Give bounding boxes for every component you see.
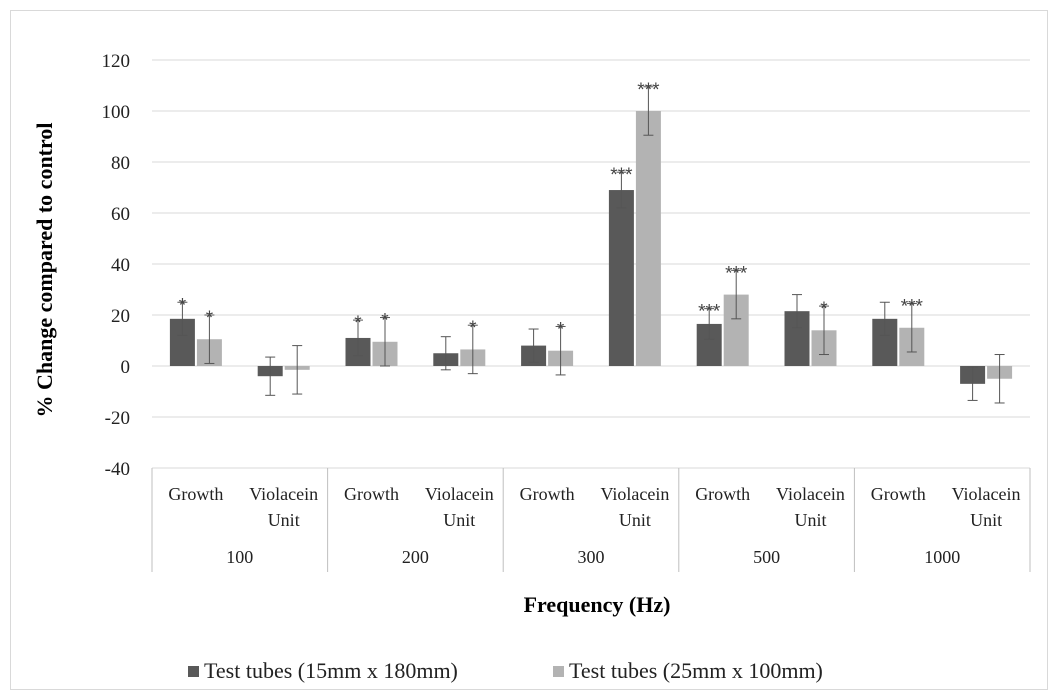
significance-marker: *** bbox=[610, 165, 633, 186]
y-tick-label: -20 bbox=[105, 408, 130, 429]
x-category-label-line: Violacein bbox=[600, 484, 669, 504]
x-category-label-line: Unit bbox=[268, 510, 300, 530]
x-category-label: Growth bbox=[871, 484, 926, 504]
significance-marker: * bbox=[469, 318, 477, 339]
significance-marker: *** bbox=[637, 80, 660, 101]
x-category-label: Violacein Unit bbox=[776, 484, 845, 530]
grid-lines bbox=[152, 59, 1030, 469]
y-axis-title: % Change compared to control bbox=[32, 123, 57, 418]
x-category-label-line: Violacein bbox=[952, 484, 1021, 504]
significance-marker: *** bbox=[725, 263, 748, 284]
significance-marker: * bbox=[820, 299, 828, 320]
legend-swatch bbox=[188, 666, 199, 677]
x-category-label: Growth bbox=[168, 484, 223, 504]
bar bbox=[608, 190, 634, 366]
x-category-label-line: Violacein bbox=[425, 484, 494, 504]
significance-marker: *** bbox=[901, 297, 924, 318]
x-category-label-line: Violacein bbox=[249, 484, 318, 504]
x-group-label: 1000 bbox=[924, 547, 960, 567]
y-tick-label: 80 bbox=[111, 153, 130, 174]
legend-swatch bbox=[553, 666, 564, 677]
x-category-label-line: Unit bbox=[619, 510, 651, 530]
x-category-label-line: Unit bbox=[794, 510, 826, 530]
significance-marker: *** bbox=[698, 302, 721, 323]
x-category-label-line: Violacein bbox=[776, 484, 845, 504]
x-category-label: Violacein Unit bbox=[952, 484, 1021, 530]
significance-markers: ********* * * ******** *** bbox=[179, 80, 924, 341]
significance-marker: * bbox=[557, 319, 565, 340]
x-category-label: Violacein Unit bbox=[425, 484, 494, 530]
x-category-label: Growth bbox=[520, 484, 575, 504]
y-tick-label: 120 bbox=[102, 51, 131, 72]
x-category-label: Growth bbox=[344, 484, 399, 504]
legend: Test tubes (15mm x 180mm) Test tubes (25m… bbox=[188, 658, 823, 683]
significance-marker: * bbox=[354, 313, 362, 334]
x-group-label: 500 bbox=[753, 547, 780, 567]
y-tick-labels: 120 100 80 60 40 20 0 -20 -40 bbox=[102, 51, 131, 480]
y-tick-label: -40 bbox=[105, 459, 130, 480]
y-tick-label: 0 bbox=[121, 357, 131, 378]
significance-marker: * bbox=[206, 308, 214, 329]
x-category-label: Violacein Unit bbox=[249, 484, 318, 530]
x-axis-title: Frequency (Hz) bbox=[524, 592, 671, 617]
x-category-label-line: Unit bbox=[970, 510, 1002, 530]
x-group-label: 300 bbox=[578, 547, 605, 567]
bar bbox=[635, 111, 661, 366]
significance-marker: * bbox=[381, 311, 389, 332]
error-bars bbox=[177, 86, 1005, 404]
bars bbox=[169, 111, 1013, 384]
y-tick-label: 20 bbox=[111, 306, 130, 327]
legend-label: Test tubes (15mm x 180mm) bbox=[204, 658, 458, 683]
x-group-label: 100 bbox=[226, 547, 253, 567]
significance-marker: * bbox=[179, 295, 187, 316]
legend-label: Test tubes (25mm x 100mm) bbox=[569, 658, 823, 683]
x-category-label: Violacein Unit bbox=[600, 484, 669, 530]
x-category-label: Growth bbox=[695, 484, 750, 504]
y-tick-label: 40 bbox=[111, 255, 130, 276]
y-tick-label: 100 bbox=[102, 102, 131, 123]
x-group-label: 200 bbox=[402, 547, 429, 567]
x-axis: Growth Violacein Unit 100 Growth Violacein Uni… bbox=[151, 468, 1031, 572]
x-category-label-line: Unit bbox=[443, 510, 475, 530]
y-tick-label: 60 bbox=[111, 204, 130, 225]
